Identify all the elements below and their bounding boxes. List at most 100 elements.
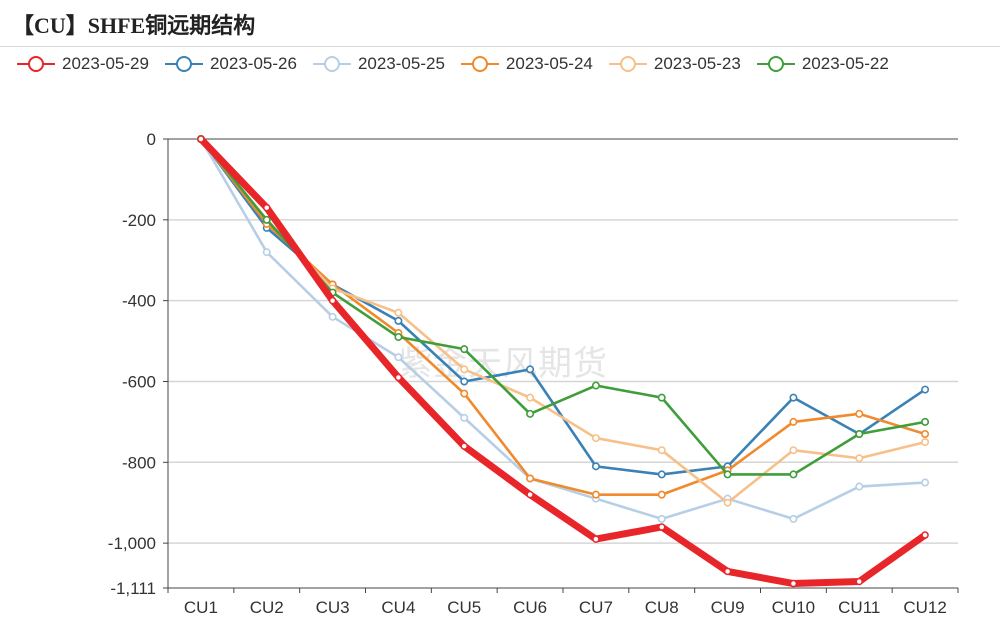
legend-line-icon <box>756 56 795 72</box>
legend-label: 2023-05-29 <box>62 54 149 73</box>
y-tick-label: -1,111 <box>110 579 156 598</box>
data-point <box>591 434 600 443</box>
legend-item[interactable]: 2023-05-22 <box>756 53 889 75</box>
data-point <box>460 377 469 386</box>
legend-item[interactable]: 2023-05-23 <box>608 53 741 75</box>
legend-item[interactable]: 2023-05-26 <box>164 53 297 75</box>
x-tick-label: CU2 <box>250 598 284 617</box>
data-point <box>921 531 929 539</box>
y-tick-label: -800 <box>122 453 156 472</box>
legend-label: 2023-05-22 <box>801 54 889 73</box>
title-divider <box>0 46 1000 47</box>
data-point <box>197 135 205 143</box>
data-point <box>394 308 403 317</box>
data-point <box>526 409 535 418</box>
legend-line-icon <box>17 56 55 72</box>
data-point <box>658 523 666 531</box>
series-line-2023-05-24 <box>199 137 927 496</box>
series-line-2023-05-22 <box>199 137 927 476</box>
legend-label: 2023-05-26 <box>209 54 297 73</box>
x-tick-label: CU3 <box>316 598 350 617</box>
legend-item[interactable]: 2023-05-24 <box>460 53 593 75</box>
legend-line-icon <box>164 56 203 72</box>
y-tick-label: 0 <box>147 130 156 149</box>
data-point <box>394 373 403 382</box>
x-tick-label: CU4 <box>381 598 415 617</box>
data-point <box>723 567 732 576</box>
series-line-2023-05-26 <box>199 137 927 476</box>
data-point <box>855 577 863 586</box>
data-point <box>921 417 930 426</box>
data-point <box>591 462 600 471</box>
data-point <box>262 215 271 224</box>
legend-label: 2023-05-25 <box>357 54 445 73</box>
y-tick-label: -200 <box>122 211 156 230</box>
data-point <box>789 579 798 588</box>
series-line-2023-05-29 <box>197 135 929 588</box>
legend-line-icon <box>460 56 499 72</box>
data-point <box>921 385 930 394</box>
data-point <box>789 417 798 426</box>
legend: 2023-05-29 2023-05-26 2023-05-25 2023-05-24… <box>16 51 904 77</box>
x-tick-label: CU8 <box>645 598 679 617</box>
x-tick-label: CU12 <box>903 598 946 617</box>
data-point <box>657 470 666 479</box>
data-point <box>921 438 930 447</box>
data-point <box>657 393 666 402</box>
data-point <box>789 514 798 523</box>
data-point <box>526 474 535 483</box>
data-point <box>789 470 798 479</box>
data-point <box>526 490 534 499</box>
legend-item[interactable]: 2023-05-25 <box>312 53 445 75</box>
data-point <box>460 345 469 354</box>
x-tick-label: CU7 <box>579 598 613 617</box>
x-tick-label: CU6 <box>513 598 547 617</box>
x-tick-label: CU9 <box>711 598 745 617</box>
data-point <box>921 430 930 439</box>
chart-title: 【CU】SHFE铜远期结构 <box>12 13 256 38</box>
data-point <box>591 490 600 499</box>
data-point <box>657 514 666 523</box>
data-point <box>328 312 337 321</box>
data-point <box>263 203 271 212</box>
y-tick-label: -600 <box>122 372 156 391</box>
x-tick-label: CU10 <box>772 598 815 617</box>
data-point <box>394 316 403 325</box>
data-point <box>855 482 864 491</box>
legend-label: 2023-05-23 <box>653 54 741 73</box>
y-tick-label: -1,000 <box>108 534 156 553</box>
data-point <box>723 470 732 479</box>
data-point <box>591 381 600 390</box>
data-point <box>394 353 403 362</box>
data-point <box>855 409 864 418</box>
data-point <box>855 454 864 463</box>
legend-line-icon <box>608 56 647 72</box>
data-point <box>460 389 469 398</box>
data-point <box>723 498 732 507</box>
data-point <box>262 248 271 257</box>
data-point <box>526 365 535 374</box>
data-point <box>460 365 469 374</box>
legend-item[interactable]: 2023-05-29 <box>16 53 149 75</box>
data-point <box>592 535 600 543</box>
x-tick-label: CU11 <box>838 598 880 617</box>
data-point <box>789 393 798 402</box>
data-point <box>855 430 864 439</box>
legend-label: 2023-05-24 <box>505 54 593 73</box>
data-point <box>526 393 535 402</box>
data-point <box>460 413 469 422</box>
data-point <box>394 333 403 342</box>
data-point <box>657 490 666 499</box>
x-tick-label: CU5 <box>447 598 481 617</box>
series-line-2023-05-23 <box>199 137 927 505</box>
series-line-2023-05-25 <box>199 137 927 521</box>
data-point <box>460 442 468 450</box>
legend-line-icon <box>312 56 351 72</box>
y-tick-label: -400 <box>122 292 156 311</box>
x-tick-label: CU1 <box>184 598 218 617</box>
data-point <box>328 296 337 305</box>
data-point <box>789 446 798 455</box>
data-point <box>657 446 666 455</box>
data-point <box>921 478 930 487</box>
